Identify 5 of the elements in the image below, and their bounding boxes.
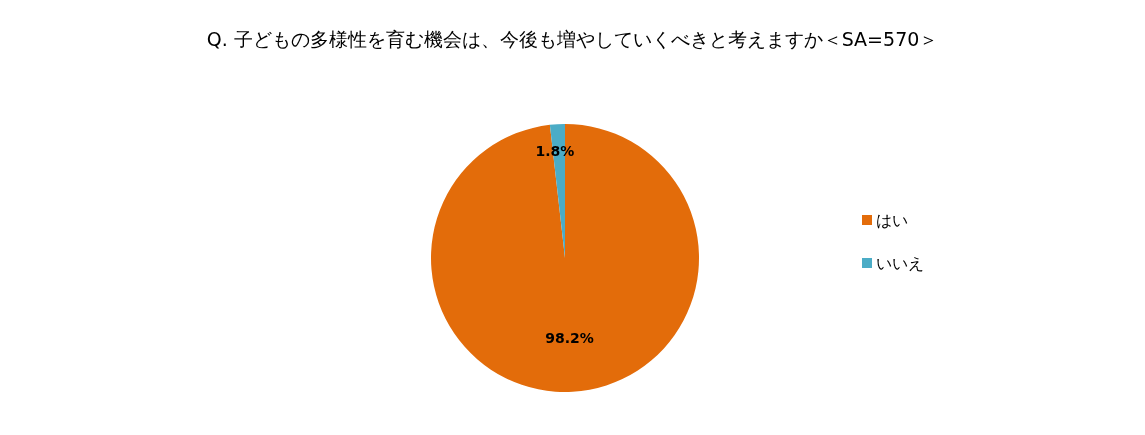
legend-label: いいえ [876, 254, 924, 273]
chart-title: Q. 子どもの多様性を育む機会は、今後も増やしていくべきと考えますか＜SA=570＞ [206, 28, 939, 50]
pie-slice [431, 124, 699, 392]
legend-label: はい [876, 211, 908, 230]
data-label: 98.2% [545, 330, 594, 347]
